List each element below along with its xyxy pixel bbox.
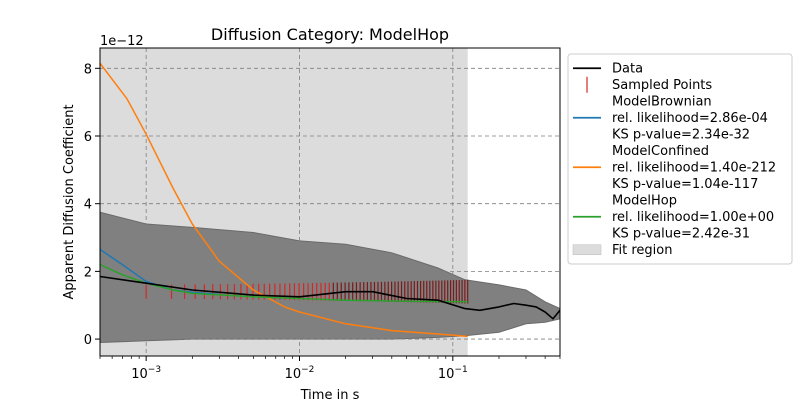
x-tick-label: 10−2: [285, 365, 315, 382]
legend-item-sampled-points: Sampled Points: [586, 76, 712, 93]
legend-label: ModelBrownian: [612, 95, 712, 110]
x-tick-label: 10−3: [131, 365, 161, 382]
y-tick-label: 0: [84, 333, 92, 348]
y-tick-label: 2: [84, 265, 92, 280]
legend-label: rel. likelihood=1.00e+00: [612, 210, 774, 225]
series-modelconfined: [100, 62, 468, 338]
axes: 10−3 10−2 10−1 0 2 4 6 8: [84, 47, 561, 382]
y-offset-text: 1e−12: [100, 34, 144, 49]
legend-item-data: Data: [573, 62, 643, 77]
series-data: [100, 275, 560, 320]
legend-label: rel. likelihood=2.86e-04: [612, 111, 768, 126]
chart-title: Diffusion Category: ModelHop: [211, 25, 449, 44]
plot-area: [100, 48, 560, 356]
plot-content: [100, 48, 560, 356]
legend-label: KS p-value=1.04e-117: [612, 177, 758, 192]
legend-item-fit-region: Fit region: [572, 243, 673, 258]
legend-swatch: [572, 244, 602, 255]
legend-label: KS p-value=2.42e-31: [612, 227, 750, 242]
legend-label: KS p-value=2.34e-32: [612, 128, 750, 143]
legend-box: [567, 53, 793, 265]
y-axis-label: Apparent Diffusion Coefficient: [62, 104, 77, 299]
legend-label: Sampled Points: [612, 78, 712, 93]
series-modelhop: [100, 263, 468, 303]
grid: [100, 48, 560, 356]
y-tick-label: 8: [84, 62, 92, 77]
legend-label: ModelConfined: [612, 144, 709, 159]
y-tick-label: 4: [84, 198, 92, 213]
x-tick-label: 10−1: [438, 365, 468, 382]
legend-label: rel. likelihood=1.40e-212: [612, 161, 776, 176]
x-axis-label: Time in s: [300, 388, 360, 400]
legend-label: ModelHop: [612, 194, 677, 209]
legend-label: Fit region: [612, 243, 673, 258]
axes-frame: [99, 47, 561, 357]
legend-item-modelconfined: ModelConfined rel. likelihood=1.40e-212KS…: [573, 144, 776, 192]
legend-label: Data: [612, 62, 643, 77]
y-tick-label: 6: [84, 130, 92, 145]
